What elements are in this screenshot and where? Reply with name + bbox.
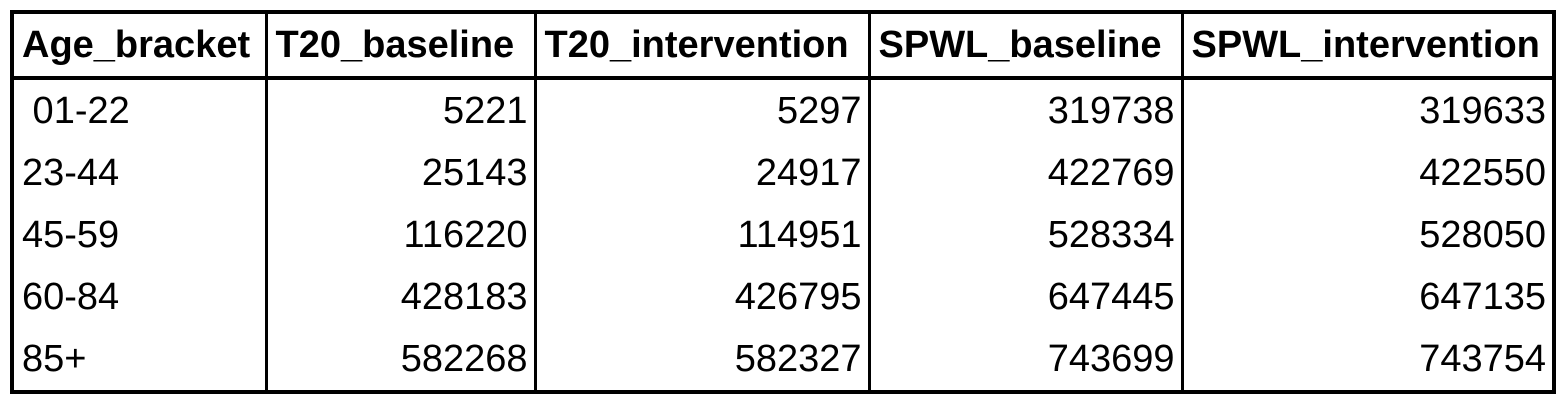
- table-cell-value: 25143: [264, 142, 537, 204]
- table-cell-value: 319738: [867, 78, 1184, 142]
- column-header-spwl-intervention: SPWL_intervention: [1180, 12, 1556, 80]
- table-cell-age-bracket: 01-22: [10, 78, 268, 142]
- table-cell-age-bracket: 45-59: [10, 204, 268, 266]
- table-cell-age-bracket: 23-44: [10, 142, 268, 204]
- table-row: 45-59 116220 114951 528334 528050: [10, 204, 1556, 266]
- table-cell-value: 319633: [1180, 78, 1556, 142]
- table-cell-value: 528334: [867, 204, 1184, 266]
- table-row: 60-84 428183 426795 647445 647135: [10, 266, 1556, 328]
- table-cell-value: 116220: [264, 204, 537, 266]
- table-cell-value: 582268: [264, 328, 537, 392]
- table-cell-value: 582327: [533, 328, 871, 392]
- table-row: 23-44 25143 24917 422769 422550: [10, 142, 1556, 204]
- table-cell-value: 647445: [867, 266, 1184, 328]
- table-cell-value: 428183: [264, 266, 537, 328]
- data-table-container: Age_bracket T20_baseline T20_interventio…: [10, 10, 1556, 394]
- table-cell-value: 5221: [264, 78, 537, 142]
- table-row: 85+ 582268 582327 743699 743754: [10, 328, 1556, 392]
- table-cell-value: 528050: [1180, 204, 1556, 266]
- header-row: Age_bracket T20_baseline T20_interventio…: [10, 12, 1556, 80]
- column-header-age-bracket: Age_bracket: [10, 12, 268, 80]
- column-header-t20-baseline: T20_baseline: [264, 12, 537, 80]
- table-cell-value: 5297: [533, 78, 871, 142]
- table-cell-value: 426795: [533, 266, 871, 328]
- table-cell-value: 422550: [1180, 142, 1556, 204]
- table-cell-age-bracket: 85+: [10, 328, 268, 392]
- table-cell-value: 647135: [1180, 266, 1556, 328]
- table-cell-value: 743754: [1180, 328, 1556, 392]
- column-header-spwl-baseline: SPWL_baseline: [867, 12, 1184, 80]
- table-row: 01-22 5221 5297 319738 319633: [10, 78, 1556, 142]
- table-cell-value: 24917: [533, 142, 871, 204]
- table-cell-value: 114951: [533, 204, 871, 266]
- table-cell-age-bracket: 60-84: [10, 266, 268, 328]
- table-cell-value: 743699: [867, 328, 1184, 392]
- table-cell-value: 422769: [867, 142, 1184, 204]
- column-header-t20-intervention: T20_intervention: [533, 12, 871, 80]
- data-table: Age_bracket T20_baseline T20_interventio…: [10, 10, 1556, 394]
